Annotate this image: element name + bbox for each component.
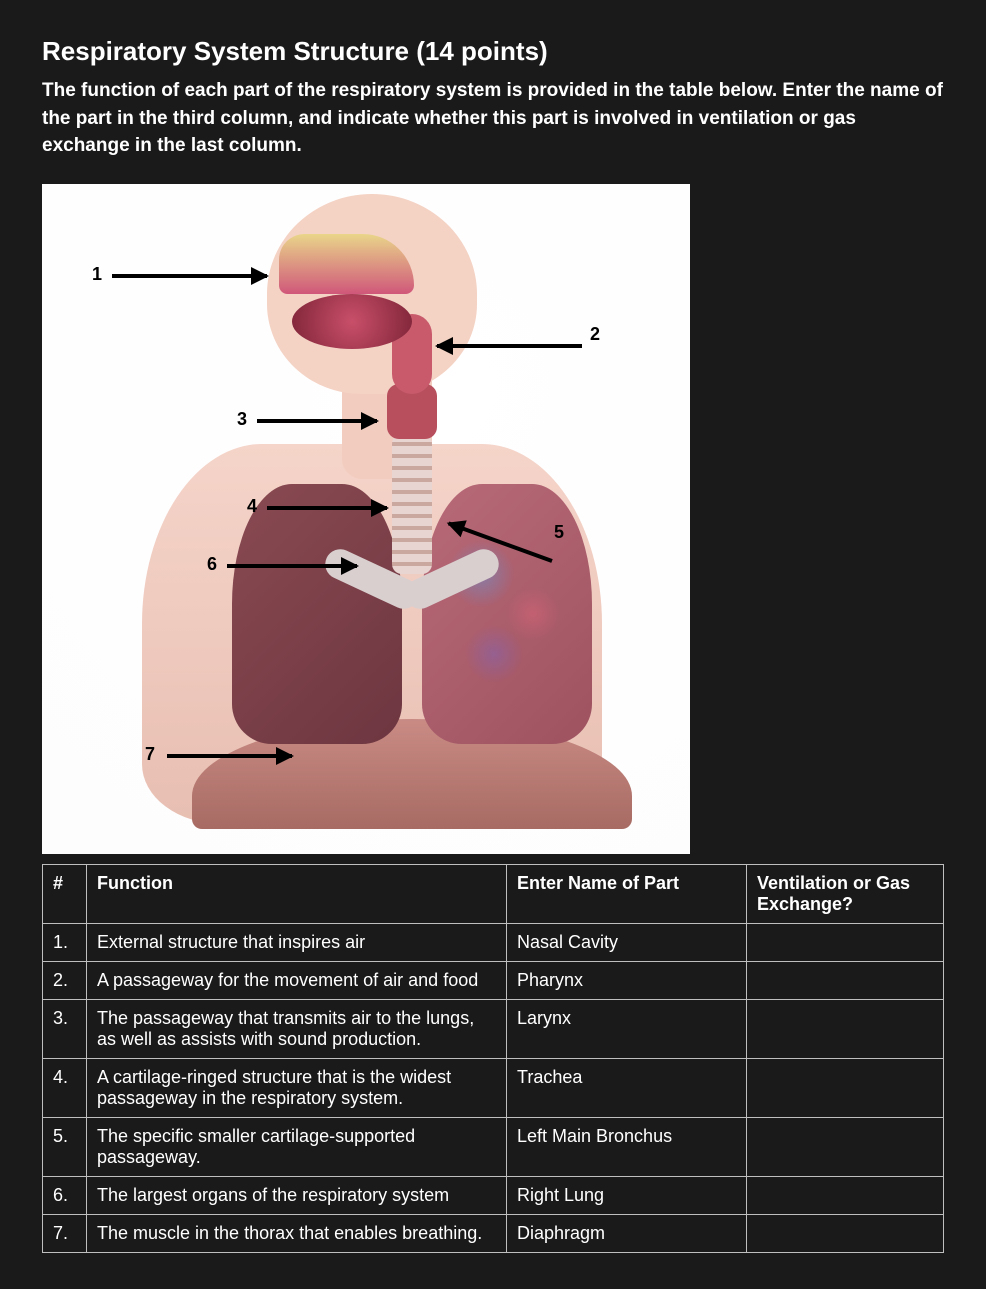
diagram-label-1: 1 bbox=[92, 264, 102, 285]
row-part-name[interactable]: Pharynx bbox=[507, 961, 747, 999]
table-row: 4. A cartilage-ringed structure that is … bbox=[43, 1058, 944, 1117]
table-row: 1. External structure that inspires air … bbox=[43, 923, 944, 961]
oral-cavity-shape bbox=[292, 294, 412, 349]
row-function: The passageway that transmits air to the… bbox=[87, 999, 507, 1058]
row-vent-exchange[interactable] bbox=[747, 1058, 944, 1117]
diagram-label-2: 2 bbox=[590, 324, 600, 345]
row-function: The largest organs of the respiratory sy… bbox=[87, 1176, 507, 1214]
table-row: 6. The largest organs of the respiratory… bbox=[43, 1176, 944, 1214]
page-title: Respiratory System Structure (14 points) bbox=[42, 36, 944, 67]
row-part-name[interactable]: Trachea bbox=[507, 1058, 747, 1117]
arrow-icon bbox=[112, 274, 267, 278]
row-vent-exchange[interactable] bbox=[747, 1214, 944, 1252]
row-vent-exchange[interactable] bbox=[747, 1176, 944, 1214]
row-number: 3. bbox=[43, 999, 87, 1058]
row-vent-exchange[interactable] bbox=[747, 961, 944, 999]
row-vent-exchange[interactable] bbox=[747, 923, 944, 961]
col-name-header: Enter Name of Part bbox=[507, 864, 747, 923]
table-row: 2. A passageway for the movement of air … bbox=[43, 961, 944, 999]
worksheet-table: # Function Enter Name of Part Ventilatio… bbox=[42, 864, 944, 1253]
table-row: 3. The passageway that transmits air to … bbox=[43, 999, 944, 1058]
table-header-row: # Function Enter Name of Part Ventilatio… bbox=[43, 864, 944, 923]
instructions-text: The function of each part of the respira… bbox=[42, 77, 944, 160]
worksheet-page: Respiratory System Structure (14 points)… bbox=[0, 0, 986, 1289]
row-number: 4. bbox=[43, 1058, 87, 1117]
col-function-header: Function bbox=[87, 864, 507, 923]
head-shape bbox=[267, 194, 477, 394]
arrow-icon bbox=[267, 506, 387, 510]
row-part-name[interactable]: Nasal Cavity bbox=[507, 923, 747, 961]
row-number: 2. bbox=[43, 961, 87, 999]
col-vent-header: Ventilation or Gas Exchange? bbox=[747, 864, 944, 923]
row-part-name[interactable]: Right Lung bbox=[507, 1176, 747, 1214]
diagram-label-4: 4 bbox=[247, 496, 257, 517]
row-vent-exchange[interactable] bbox=[747, 999, 944, 1058]
row-part-name[interactable]: Left Main Bronchus bbox=[507, 1117, 747, 1176]
row-function: The specific smaller cartilage-supported… bbox=[87, 1117, 507, 1176]
row-function: External structure that inspires air bbox=[87, 923, 507, 961]
diagram-label-3: 3 bbox=[237, 409, 247, 430]
trachea-shape bbox=[392, 434, 432, 574]
row-number: 5. bbox=[43, 1117, 87, 1176]
respiratory-diagram: 1 2 3 4 5 6 7 bbox=[42, 184, 690, 854]
row-function: A cartilage-ringed structure that is the… bbox=[87, 1058, 507, 1117]
row-part-name[interactable]: Diaphragm bbox=[507, 1214, 747, 1252]
arrow-icon bbox=[167, 754, 292, 758]
table-row: 5. The specific smaller cartilage-suppor… bbox=[43, 1117, 944, 1176]
arrow-icon bbox=[227, 564, 357, 568]
diagram-label-6: 6 bbox=[207, 554, 217, 575]
row-function: The muscle in the thorax that enables br… bbox=[87, 1214, 507, 1252]
row-part-name[interactable]: Larynx bbox=[507, 999, 747, 1058]
row-vent-exchange[interactable] bbox=[747, 1117, 944, 1176]
table-row: 7. The muscle in the thorax that enables… bbox=[43, 1214, 944, 1252]
arrow-icon bbox=[257, 419, 377, 423]
row-function: A passageway for the movement of air and… bbox=[87, 961, 507, 999]
col-number-header: # bbox=[43, 864, 87, 923]
diagram-label-7: 7 bbox=[145, 744, 155, 765]
row-number: 6. bbox=[43, 1176, 87, 1214]
arrow-icon bbox=[437, 344, 582, 348]
row-number: 7. bbox=[43, 1214, 87, 1252]
diagram-label-5: 5 bbox=[554, 522, 564, 543]
row-number: 1. bbox=[43, 923, 87, 961]
right-lung-shape bbox=[232, 484, 402, 744]
